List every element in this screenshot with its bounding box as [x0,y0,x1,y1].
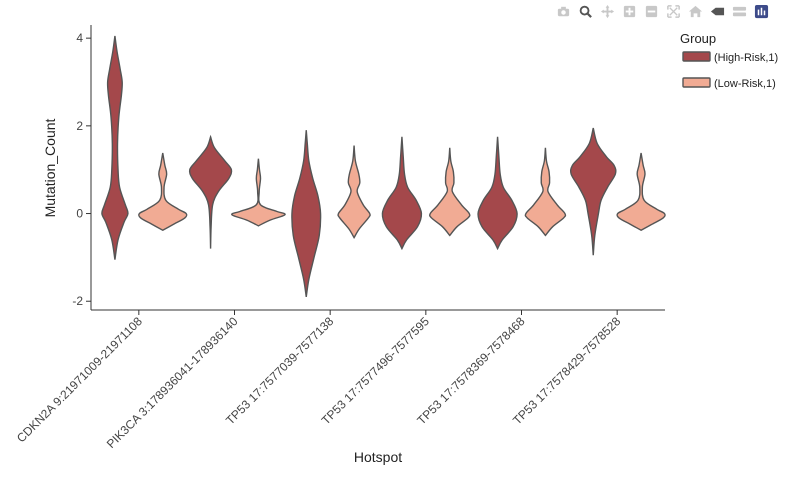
violin-high-risk-4[interactable] [477,136,518,251]
y-tick-label: 2 [76,119,83,133]
x-axis-title: Hotspot [354,449,402,465]
camera-icon[interactable] [552,2,574,20]
violin-low-risk-1[interactable] [231,158,286,227]
legend-label-high-risk: (High-Risk,1) [714,52,778,64]
autoscale-icon[interactable] [662,2,684,20]
spike-lines-icon[interactable] [706,2,728,20]
plot-area[interactable] [101,35,666,297]
zoom-in-icon[interactable] [618,2,640,20]
zoom-out-icon[interactable] [640,2,662,20]
x-tick-label: TP53 17:7577039-7577138 [223,314,336,427]
violin-low-risk-3[interactable] [428,147,471,237]
x-tick-label: TP53 17:7578369-7578468 [414,314,527,427]
violin-low-risk-0[interactable] [138,152,188,231]
plotly-logo-icon[interactable] [750,2,772,20]
zoom-icon[interactable] [574,2,596,20]
legend-swatch-high-risk [682,51,711,62]
legend-title: Group [680,31,716,46]
legend-label-low-risk: (Low-Risk,1) [714,78,776,90]
y-tick-label: -2 [72,294,83,308]
violin-high-risk-5[interactable] [569,127,617,256]
violin-high-risk-2[interactable] [291,130,322,297]
violin-high-risk-3[interactable] [381,136,423,251]
y-axis-title: Mutation_Count [42,118,58,217]
legend-item-high-risk[interactable]: (High-Risk,1) [682,51,778,64]
reset-axes-icon[interactable] [684,2,706,20]
legend-item-low-risk[interactable]: (Low-Risk,1) [682,77,776,90]
modebar [552,2,772,20]
violin-high-risk-1[interactable] [188,134,233,249]
compare-hover-icon[interactable] [728,2,750,20]
x-tick-label: TP53 17:7577496-7577595 [319,314,432,427]
violin-low-risk-2[interactable] [337,145,371,240]
legend-swatch-low-risk [682,77,711,88]
x-tick-label: TP53 17:7578429-7578528 [510,314,623,427]
y-tick-label: 4 [76,31,83,45]
violin-high-risk-0[interactable] [101,35,129,260]
violin-low-risk-5[interactable] [616,152,666,231]
legend[interactable]: Group (High-Risk,1) (Low-Risk,1) [680,31,778,90]
violin-low-risk-4[interactable] [524,147,567,237]
y-tick-label: 0 [76,207,83,221]
pan-icon[interactable] [596,2,618,20]
